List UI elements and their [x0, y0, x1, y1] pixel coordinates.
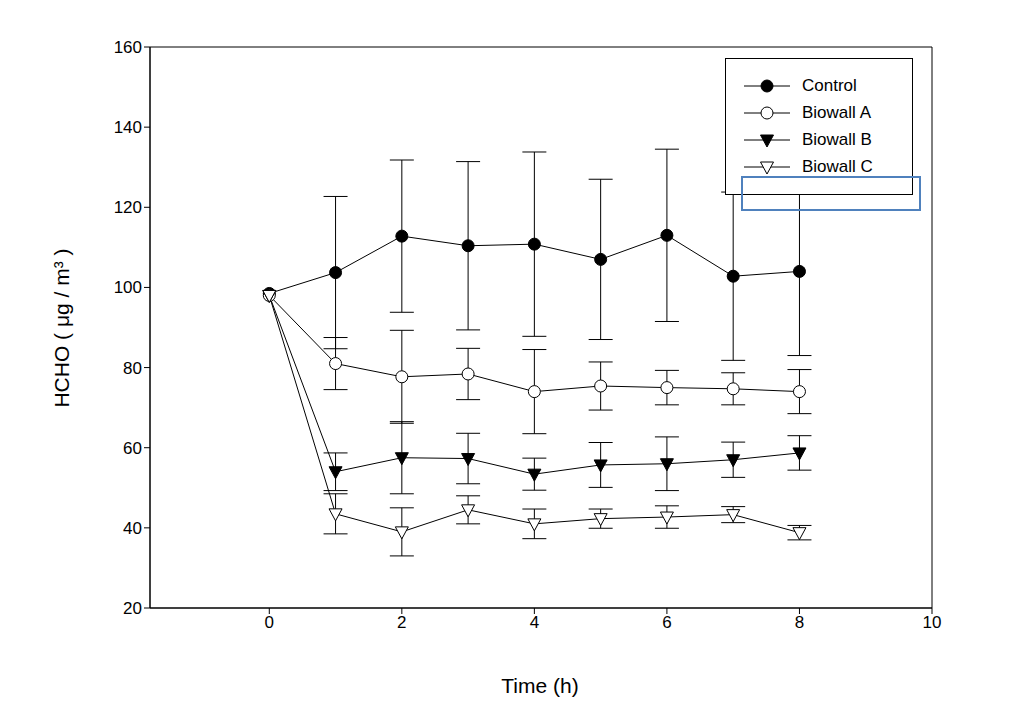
svg-text:8: 8: [795, 613, 804, 632]
html-text:Biowall C: Biowall C: [802, 157, 873, 176]
html-text:Time (h): Time (h): [501, 674, 579, 697]
svg-text:60: 60: [123, 439, 142, 458]
svg-text:100: 100: [114, 278, 142, 297]
svg-text:120: 120: [114, 198, 142, 217]
svg-text:4: 4: [530, 613, 539, 632]
svg-text:10: 10: [923, 613, 942, 632]
svg-text:40: 40: [123, 519, 142, 538]
svg-text:160: 160: [114, 38, 142, 57]
html-text:Biowall A: Biowall A: [802, 103, 871, 122]
svg-text:0: 0: [265, 613, 274, 632]
svg-text:140: 140: [114, 118, 142, 137]
svg-text:2: 2: [397, 613, 406, 632]
html-text:Control: Control: [802, 76, 857, 95]
svg-text:80: 80: [123, 359, 142, 378]
svg-text:20: 20: [123, 599, 142, 618]
html-text:Biowall B: Biowall B: [802, 130, 872, 149]
svg-text:6: 6: [662, 613, 671, 632]
html-text:HCHO ( μg / m³ ): HCHO ( μg / m³ ): [50, 248, 73, 408]
